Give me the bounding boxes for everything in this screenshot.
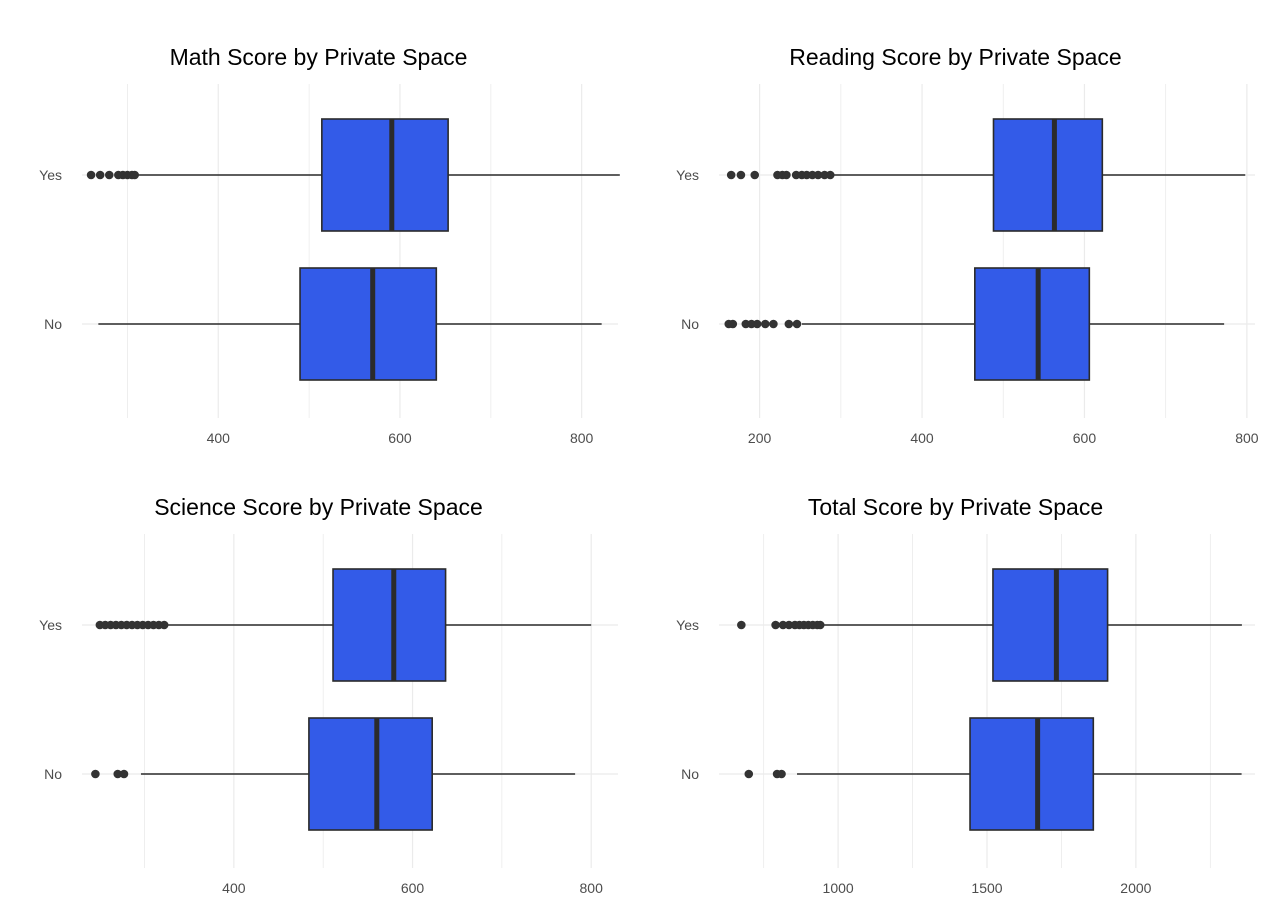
y-category-label: Yes [676,617,699,633]
plot-area: 400 600 800 Yes No [39,84,620,446]
boxplot-no [98,267,602,381]
x-tick-label: 200 [748,430,772,446]
x-tick-label: 400 [207,430,231,446]
boxplot-no [744,717,1242,831]
chart-title: Math Score by Private Space [169,44,468,70]
box-iqr [332,568,447,682]
box-iqr [299,267,438,381]
outlier-point [760,319,770,329]
outlier-point [130,170,139,180]
x-tick-label: 400 [910,430,934,446]
y-category-label: Yes [39,167,62,183]
box-iqr [321,118,449,232]
x-tick-label: 400 [222,880,246,896]
plot-area: 400 600 800 Yes No [39,534,618,896]
outlier-point [784,620,794,630]
outlier-point [815,620,825,630]
outlier-point [737,620,746,630]
outlier-point [792,319,802,329]
outlier-point [771,620,780,630]
outlier-point [777,769,786,779]
boxplot-no [724,267,1225,381]
plot-area: 200 400 600 800 Yes No [676,84,1259,446]
x-tick-label: 1500 [971,880,1002,896]
boxplot-no [91,717,576,831]
outlier-point [726,170,736,180]
panel-total: Total Score by Private Space 1000 1500 200… [637,450,1274,910]
outlier-point [159,620,169,630]
outlier-point [813,170,823,180]
chart-title: Reading Score by Private Space [789,44,1122,70]
outlier-point [750,170,760,180]
boxplot-yes [95,568,592,682]
y-category-label: No [681,766,699,782]
x-tick-label: 600 [1073,430,1097,446]
y-category-label: Yes [39,617,62,633]
outlier-point [782,170,791,180]
y-category-label: No [681,316,699,332]
outlier-point [784,319,794,329]
outlier-point [119,769,129,779]
box-iqr [992,118,1104,232]
panel-science: Science Score by Private Space 400 600 800… [0,450,637,910]
x-tick-label: 1000 [823,880,854,896]
boxplot-yes [737,568,1242,682]
x-tick-label: 2000 [1120,880,1151,896]
x-tick-label: 600 [388,430,412,446]
panel-math: Math Score by Private Space 400 600 800 Yes… [0,0,637,460]
x-tick-label: 800 [580,880,604,896]
box-iqr [974,267,1091,381]
boxplot-yes [86,118,620,232]
outlier-point [95,170,105,180]
outlier-point [91,769,100,779]
y-category-label: No [44,766,62,782]
outlier-point [769,319,778,329]
panel-reading: Reading Score by Private Space 200 400 600… [637,0,1274,460]
outlier-point [728,319,738,329]
y-category-label: No [44,316,62,332]
outlier-point [113,769,123,779]
outlier-point [736,170,746,180]
outlier-point [744,769,754,779]
outlier-point [778,620,788,630]
chart-title: Total Score by Private Space [807,494,1104,520]
boxplot-yes [726,118,1246,232]
x-tick-label: 800 [570,430,594,446]
outlier-point [86,170,96,180]
outlier-point [825,170,835,180]
box-iqr [969,717,1095,831]
plot-area: 1000 1500 2000 Yes No [676,534,1255,896]
y-category-label: Yes [676,167,699,183]
chart-title: Science Score by Private Space [154,494,483,520]
x-tick-label: 800 [1235,430,1259,446]
outlier-point [752,319,762,329]
box-iqr [308,717,433,831]
outlier-point [104,170,114,180]
x-tick-label: 600 [401,880,425,896]
box-iqr [992,568,1109,682]
